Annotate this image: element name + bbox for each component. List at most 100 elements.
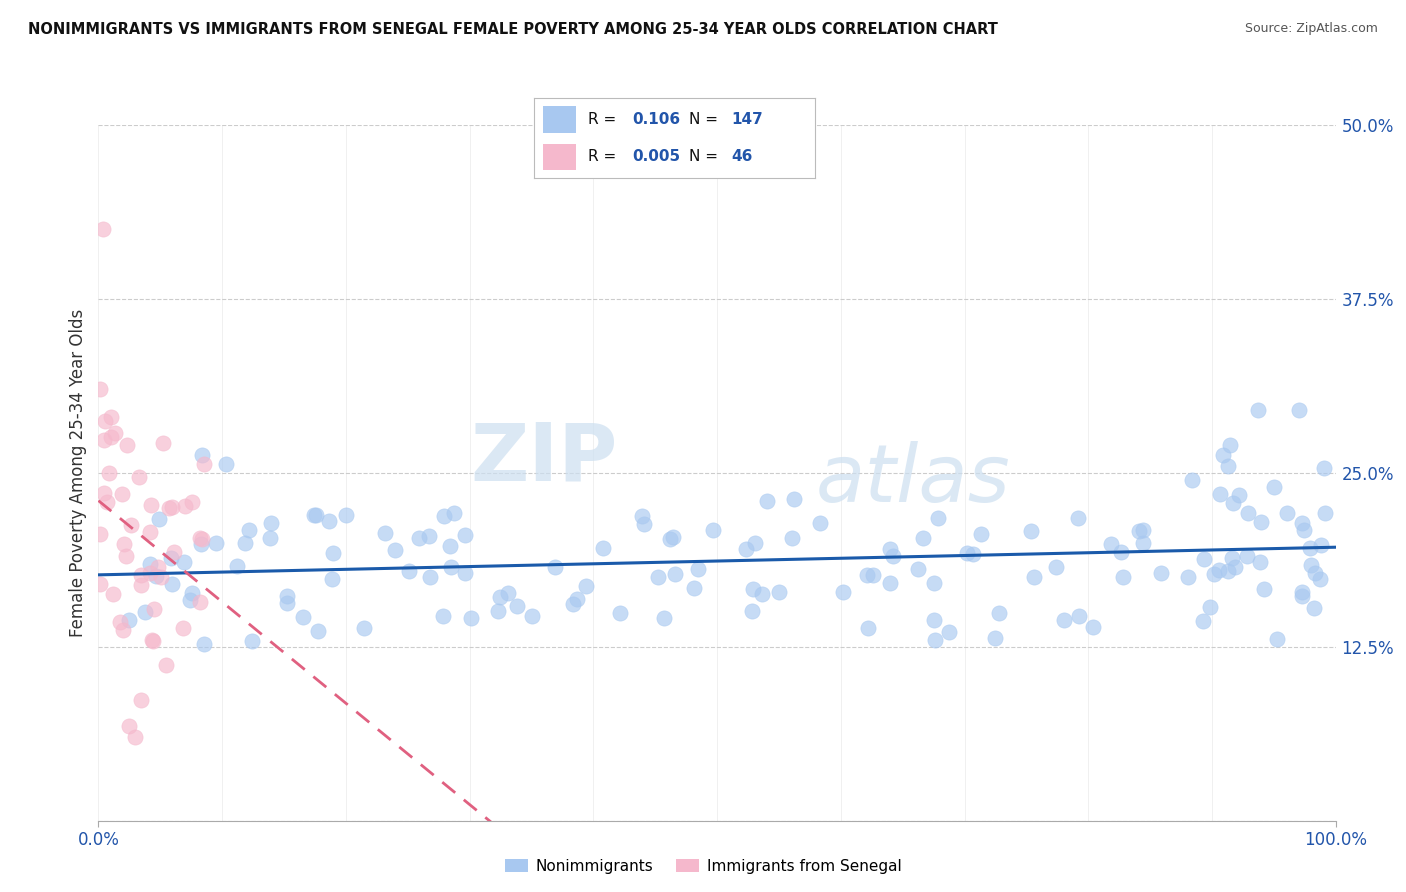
Point [124,730,146,744]
Point [1019,524,1042,538]
Point [89,577,111,591]
Point [1249,555,1271,569]
Point [134,605,156,619]
Point [108,615,131,629]
Point [1132,535,1154,549]
Point [104,425,127,440]
Point [193,457,215,471]
Point [181,495,204,509]
Point [1288,403,1310,417]
Point [1109,545,1132,559]
Point [1099,537,1122,551]
Point [1263,480,1285,494]
Point [100,409,122,424]
Point [408,531,430,545]
Point [276,596,298,610]
Point [987,606,1010,620]
Point [1022,570,1045,584]
Point [683,581,706,595]
Text: 147: 147 [731,112,763,128]
Point [193,637,215,651]
Point [384,542,406,557]
Point [307,624,329,639]
Point [131,578,153,592]
Point [191,533,214,547]
Point [440,560,463,574]
Point [520,608,543,623]
Text: R =: R = [588,149,621,164]
Point [291,609,314,624]
Text: 46: 46 [731,149,752,164]
Point [1291,516,1313,530]
Point [101,587,124,601]
Point [159,551,181,566]
Point [93,414,115,428]
Point [142,634,165,648]
Point [1218,565,1240,579]
Point [162,500,184,514]
Point [567,592,589,607]
Point [1250,515,1272,529]
Point [115,549,138,564]
Legend: Nonimmigrants, Immigrants from Senegal: Nonimmigrants, Immigrants from Senegal [499,853,907,880]
Point [855,568,877,582]
Point [439,539,461,553]
Point [93,433,115,447]
Point [1315,506,1337,520]
FancyBboxPatch shape [543,144,576,170]
Point [141,632,163,647]
Point [260,516,283,531]
Y-axis label: Female Poverty Among 25-34 Year Olds: Female Poverty Among 25-34 Year Olds [69,309,87,637]
Point [1303,601,1326,615]
Point [1267,632,1289,647]
Point [129,693,152,707]
Point [1192,615,1215,629]
Point [259,531,281,545]
Text: Source: ZipAtlas.com: Source: ZipAtlas.com [1244,22,1378,36]
Point [856,621,879,635]
Point [89,527,111,541]
Point [1150,566,1173,580]
Point [879,576,901,591]
Point [688,562,710,576]
Point [938,624,960,639]
Point [460,611,482,625]
Point [647,570,669,584]
Point [1291,589,1313,603]
Point [879,542,901,557]
Point [927,511,949,525]
Point [1299,541,1322,556]
Point [173,555,195,569]
Point [489,591,512,605]
Point [751,587,773,601]
Point [735,542,758,557]
Point [112,537,135,551]
Point [321,572,343,586]
Point [112,623,135,637]
Point [664,566,686,581]
Point [139,499,162,513]
Point [1177,569,1199,583]
Point [486,605,509,619]
Point [188,595,211,609]
Point [89,382,111,396]
Point [93,222,115,236]
Point [145,569,167,583]
Point [592,541,614,556]
Point [755,494,778,508]
Point [115,438,138,452]
Point [454,566,477,580]
Point [240,634,263,648]
Point [152,435,174,450]
Point [128,470,150,484]
Point [575,579,598,593]
Point [398,564,420,578]
Point [118,613,141,627]
Text: N =: N = [689,112,723,128]
Point [1132,524,1154,538]
Point [335,508,357,523]
Point [93,486,115,500]
Point [808,516,831,530]
Point [98,466,121,480]
Point [544,559,567,574]
